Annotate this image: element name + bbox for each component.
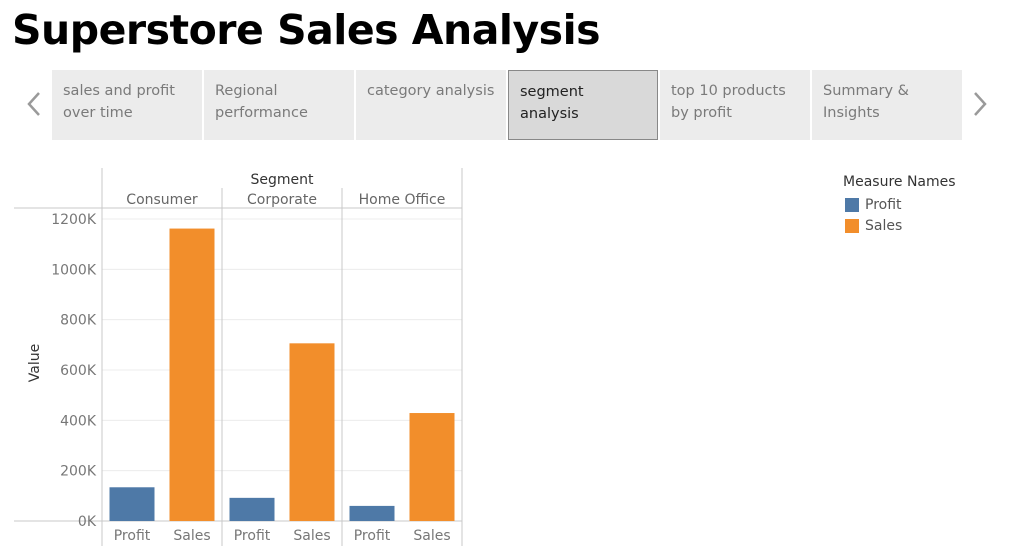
legend: Measure Names Profit Sales xyxy=(843,174,956,236)
legend-item-profit[interactable]: Profit xyxy=(843,194,956,215)
bar-sales[interactable] xyxy=(409,413,455,521)
y-tick-label: 1000K xyxy=(51,262,97,278)
tab-segment-analysis[interactable]: segment analysis xyxy=(508,70,658,140)
legend-label-profit: Profit xyxy=(865,196,902,213)
segment-label: Corporate xyxy=(247,192,317,208)
y-tick-label: 200K xyxy=(60,464,97,480)
y-tick-label: 800K xyxy=(60,313,97,329)
x-tick-label: Sales xyxy=(413,528,450,544)
chevron-left-icon[interactable] xyxy=(23,86,45,122)
y-tick-label: 1200K xyxy=(51,212,97,228)
dashboard-title: Superstore Sales Analysis xyxy=(12,6,601,54)
legend-swatch-sales xyxy=(845,218,859,233)
legend-swatch-profit xyxy=(845,197,859,212)
x-tick-label: Sales xyxy=(173,528,210,544)
x-tick-label: Profit xyxy=(354,528,391,544)
tab-summary-and-insights[interactable]: Summary & Insights xyxy=(812,70,962,140)
y-axis-label: Value xyxy=(27,344,43,382)
bar-profit[interactable] xyxy=(229,497,275,521)
y-tick-label: 0K xyxy=(78,514,97,530)
tab-category-analysis[interactable]: category analysis xyxy=(356,70,506,140)
bar-sales[interactable] xyxy=(169,228,215,521)
bar-profit[interactable] xyxy=(109,487,155,521)
chevron-right-icon[interactable] xyxy=(969,86,991,122)
legend-item-sales[interactable]: Sales xyxy=(843,215,956,236)
column-header: Segment xyxy=(251,172,315,188)
segment-label: Consumer xyxy=(126,192,198,208)
segment-bar-chart: Segment Value 0K 200K 400K 600K 800K 1000K 120… xyxy=(14,168,463,546)
x-tick-label: Profit xyxy=(114,528,151,544)
bar-profit[interactable] xyxy=(349,505,395,521)
legend-title: Measure Names xyxy=(843,174,956,190)
legend-label-sales: Sales xyxy=(865,217,903,234)
tab-sales-and-profit-over-time[interactable]: sales and profit over time xyxy=(52,70,202,140)
tab-regional-performance[interactable]: Regional performance xyxy=(204,70,354,140)
y-tick-label: 400K xyxy=(60,413,97,429)
x-tick-label: Sales xyxy=(293,528,330,544)
tab-top-10-products-by-profit[interactable]: top 10 products by profit xyxy=(660,70,810,140)
segment-label: Home Office xyxy=(359,192,446,208)
bar-sales[interactable] xyxy=(289,343,335,521)
x-tick-label: Profit xyxy=(234,528,271,544)
y-tick-label: 600K xyxy=(60,363,97,379)
